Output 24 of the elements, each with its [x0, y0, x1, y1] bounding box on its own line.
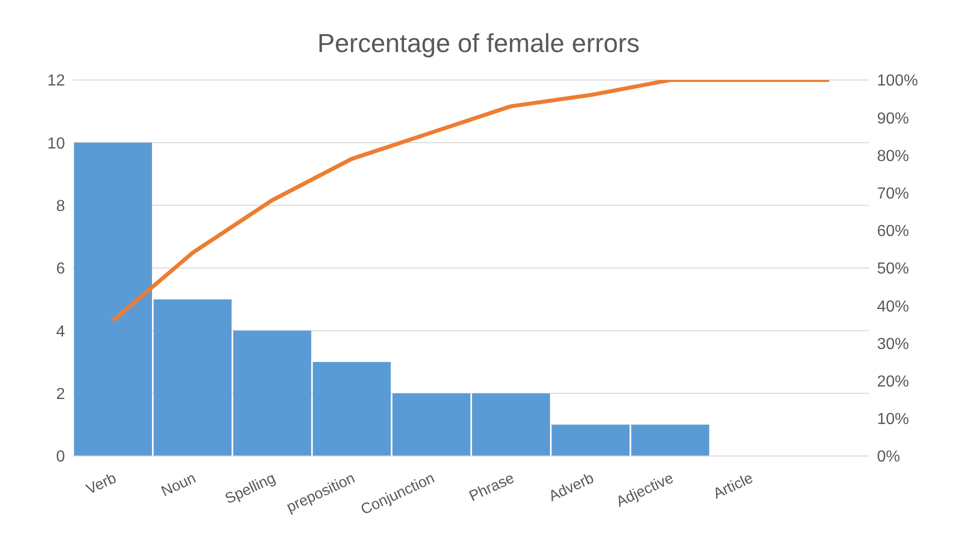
line-series: [110, 80, 832, 323]
x-tick-label: Noun: [158, 470, 198, 500]
y-tick-label: 4: [56, 323, 66, 340]
y2-tick-label: 40%: [877, 298, 910, 316]
y2-tick-label: 10%: [877, 411, 910, 428]
y2-tick-label: 90%: [877, 110, 910, 128]
y2-tick-label: 60%: [877, 223, 910, 240]
y-tick-label: 2: [56, 386, 66, 404]
y2-tick-label: 50%: [877, 260, 910, 278]
x-tick-label: Article: [710, 470, 756, 503]
x-tick-label: Verb: [84, 470, 119, 498]
y2-tick-label: 100%: [877, 72, 918, 90]
y-tick-label: 10: [47, 135, 66, 152]
y2-tick-label: 0%: [877, 448, 900, 466]
y2-tick-label: 30%: [877, 336, 910, 353]
chart-title: Percentage of female errors: [316, 27, 641, 60]
y2-tick-label: 70%: [877, 185, 910, 202]
y2-tick-label: 20%: [877, 373, 910, 390]
y-tick-label: 0: [56, 448, 66, 466]
y2-tick-label: 80%: [877, 148, 910, 165]
x-tick-label: Phrase: [466, 470, 517, 506]
y-tick-label: 6: [56, 260, 66, 278]
y-tick-label: 12: [47, 72, 66, 90]
y-tick-label: 8: [56, 198, 66, 216]
